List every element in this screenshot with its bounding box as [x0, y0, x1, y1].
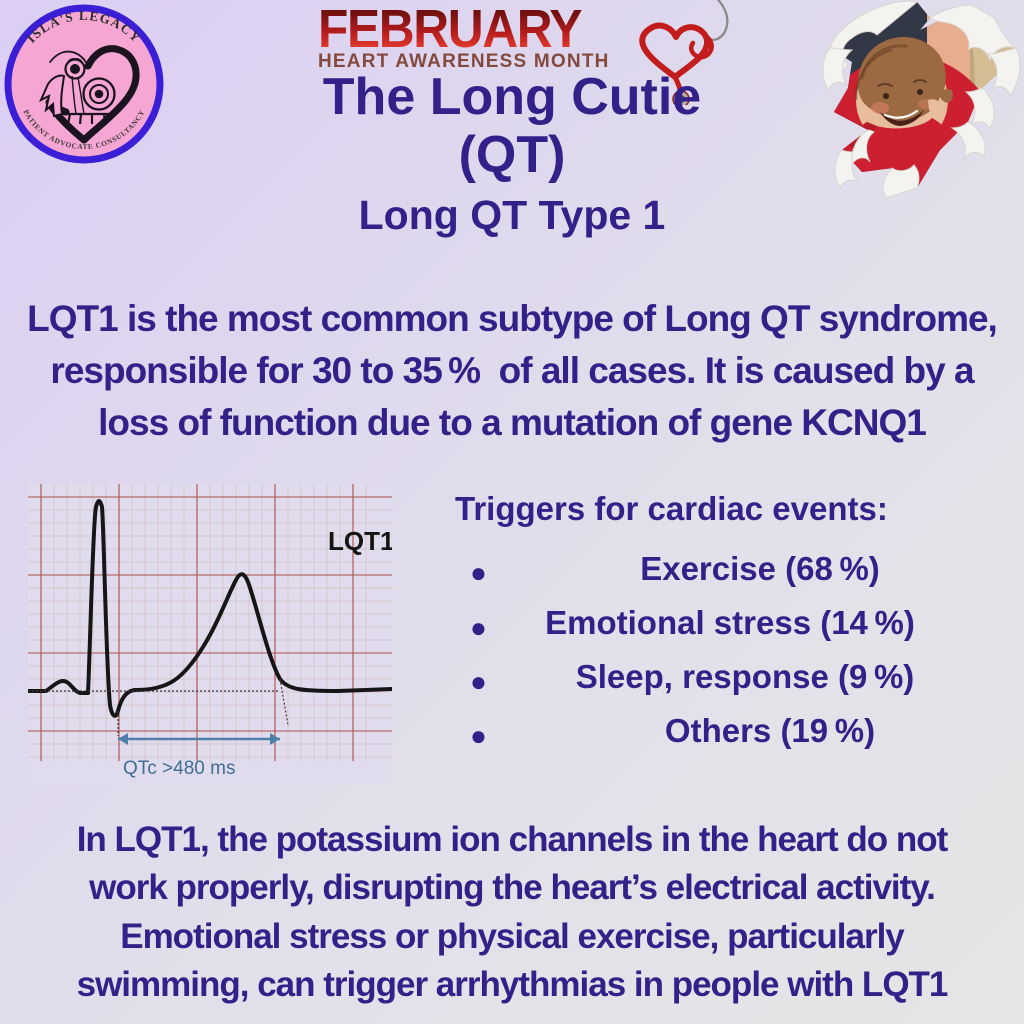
svg-text:LQT1: LQT1	[328, 526, 392, 556]
svg-text:QTc >480 ms: QTc >480 ms	[123, 758, 235, 779]
